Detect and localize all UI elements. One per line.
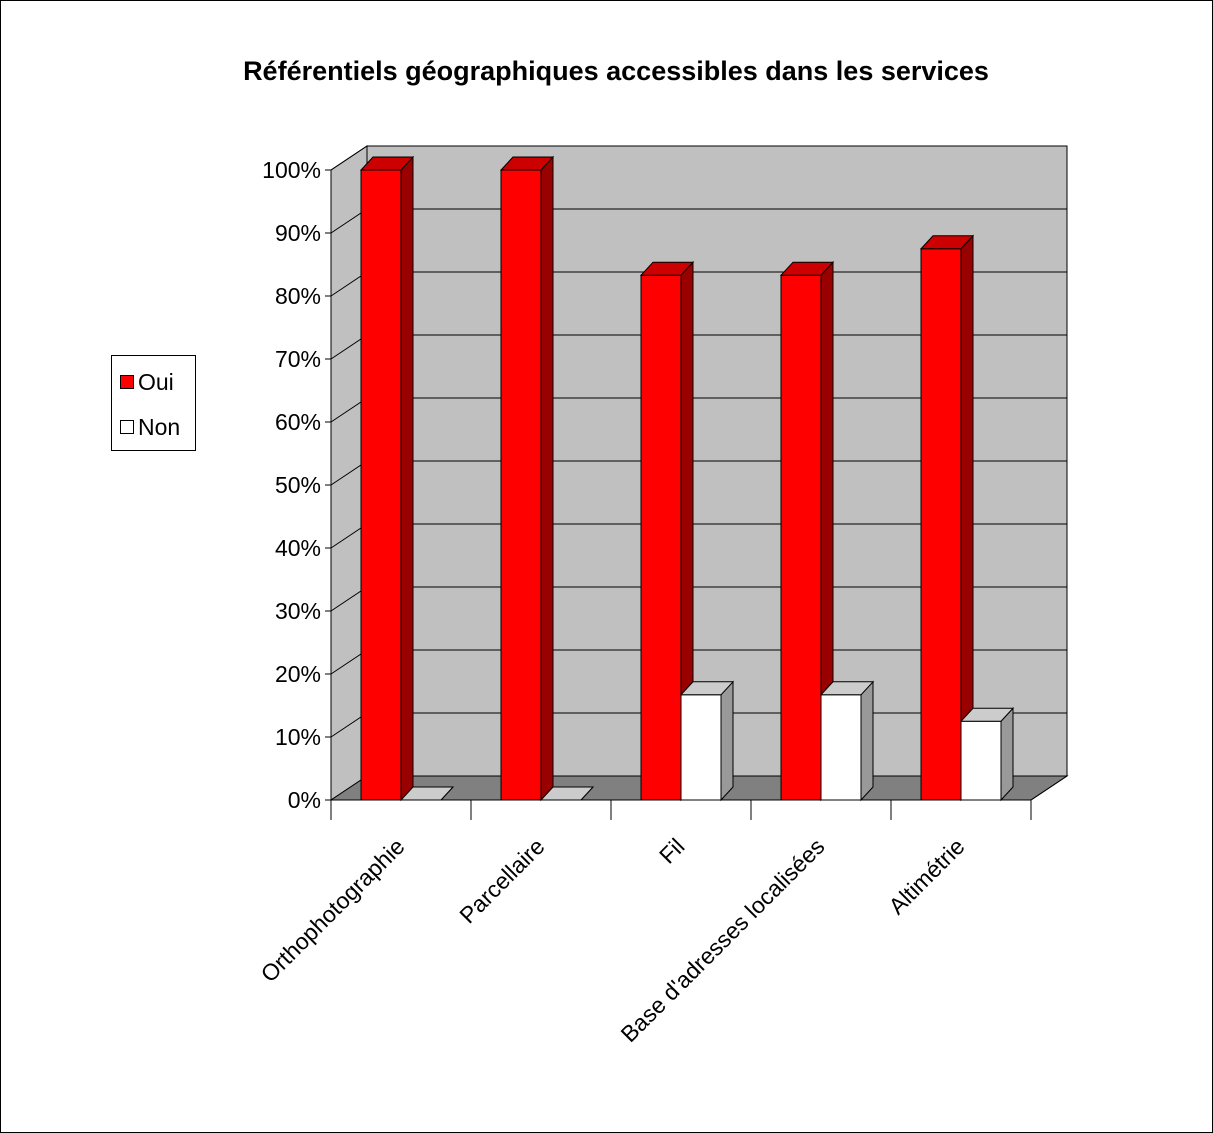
bar-top <box>359 156 415 171</box>
y-tick-label: 80% <box>275 283 321 309</box>
legend-label-oui: Oui <box>138 369 174 395</box>
bar-oui-parcellaire <box>499 155 555 802</box>
bar-top <box>499 156 555 171</box>
bar-front <box>920 248 962 801</box>
bar-non-altim-trie <box>959 706 1015 802</box>
y-tick-label: 90% <box>275 220 321 246</box>
legend-item-non: Non <box>120 414 180 440</box>
bar-top <box>639 261 695 276</box>
legend-swatch-non <box>120 420 134 435</box>
y-tick-label: 100% <box>262 157 321 183</box>
bar-non-fil <box>679 680 735 802</box>
bar-front <box>360 169 402 801</box>
x-label-fil: Fil <box>654 833 690 869</box>
bar-front <box>820 694 862 801</box>
bar-side <box>1000 706 1014 802</box>
legend-label-non: Non <box>138 414 181 440</box>
bar-side <box>400 155 414 802</box>
bar-non-parcellaire <box>539 786 595 801</box>
x-label-base-d-adresses-localis-es: Base d'adresses localisées <box>615 833 829 1047</box>
bar-top <box>679 681 735 696</box>
bar-top <box>399 786 455 801</box>
bar-group <box>359 155 1015 802</box>
bar-front <box>640 274 682 801</box>
legend: Oui Non <box>111 355 196 451</box>
y-axis-ticks: 0% 10% 20% 30% 40% 50% 60% 70% 80% 90% 100% <box>262 157 331 813</box>
bar-side <box>860 680 874 802</box>
legend-swatch-oui <box>120 375 134 390</box>
bar-front <box>960 720 1002 801</box>
bar-oui-base-d-adresses-localis-es <box>779 260 835 802</box>
y-tick-label: 30% <box>275 598 321 624</box>
bar-side <box>720 680 734 802</box>
bar-top <box>779 261 835 276</box>
y-tick-label: 0% <box>288 787 321 813</box>
bar-side <box>540 155 554 802</box>
bar-front <box>680 694 722 801</box>
x-label-parcellaire: Parcellaire <box>454 833 549 928</box>
legend-item-oui: Oui <box>120 369 174 395</box>
bar-non-base-d-adresses-localis-es <box>819 680 875 802</box>
bar-non-orthophotographie <box>399 786 455 801</box>
y-tick-label: 40% <box>275 535 321 561</box>
bar-oui-orthophotographie <box>359 155 415 802</box>
bar-top <box>539 786 595 801</box>
bar-front <box>500 169 542 801</box>
bar-oui-altim-trie <box>919 234 975 802</box>
y-tick-label: 70% <box>275 346 321 372</box>
gridline <box>330 145 1067 171</box>
y-tick-label: 60% <box>275 409 321 435</box>
bar-top <box>919 235 975 250</box>
bar-top <box>819 681 875 696</box>
x-axis-depth-line <box>1030 775 1068 801</box>
bar-top <box>959 707 1015 722</box>
bar-front <box>780 274 822 801</box>
y-tick-label: 20% <box>275 661 321 687</box>
x-label-altim-trie: Altimétrie <box>883 833 969 919</box>
y-tick-label: 50% <box>275 472 321 498</box>
chart-title: Référentiels géographiques accessibles d… <box>243 56 989 86</box>
x-label-orthophotographie: Orthophotographie <box>256 833 410 987</box>
bar-oui-fil <box>639 260 695 802</box>
y-tick-label: 10% <box>275 724 321 750</box>
